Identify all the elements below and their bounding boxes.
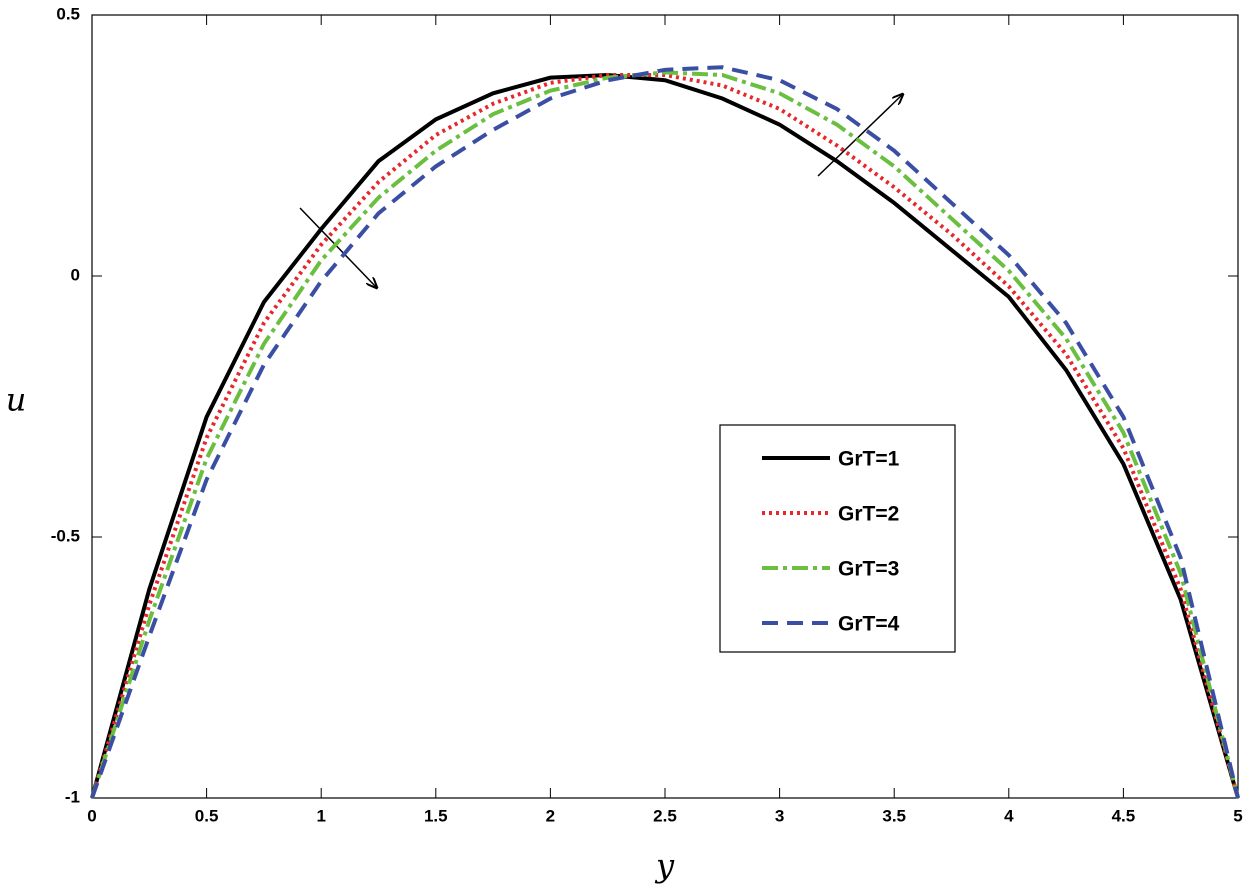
x-tick-label: 2.5 bbox=[653, 806, 677, 825]
trend-arrow bbox=[817, 94, 903, 177]
y-tick-label: 0 bbox=[71, 265, 80, 284]
x-tick-label: 4.5 bbox=[1112, 806, 1136, 825]
x-tick-label: 0 bbox=[87, 806, 96, 825]
data-line bbox=[90, 70, 1240, 799]
x-tick-label: 4 bbox=[1004, 806, 1014, 825]
x-axis-label: y bbox=[654, 847, 675, 885]
plot-frame bbox=[91, 14, 1239, 799]
x-tick-label: 1.5 bbox=[424, 806, 448, 825]
data-line bbox=[90, 65, 1240, 799]
legend-label: GrT=1 bbox=[838, 448, 900, 471]
data-line bbox=[90, 73, 1240, 799]
legend-label: GrT=4 bbox=[838, 613, 900, 636]
x-tick-label: 1 bbox=[316, 806, 325, 825]
y-tick-label: -0.5 bbox=[51, 526, 80, 545]
x-tick-label: 0.5 bbox=[195, 806, 219, 825]
trend-arrow bbox=[299, 207, 377, 288]
y-axis-label: u bbox=[6, 381, 27, 419]
x-tick-label: 3 bbox=[775, 806, 784, 825]
x-tick-label: 3.5 bbox=[882, 806, 906, 825]
legend-label: GrT=2 bbox=[838, 503, 899, 526]
x-tick-label: 5 bbox=[1233, 806, 1242, 825]
x-tick-label: 2 bbox=[546, 806, 555, 825]
data-line bbox=[90, 73, 1240, 799]
y-tick-label: 0.5 bbox=[56, 4, 80, 23]
y-tick-label: -1 bbox=[65, 787, 80, 806]
legend-box bbox=[719, 424, 956, 653]
legend-label: GrT=3 bbox=[838, 558, 899, 581]
